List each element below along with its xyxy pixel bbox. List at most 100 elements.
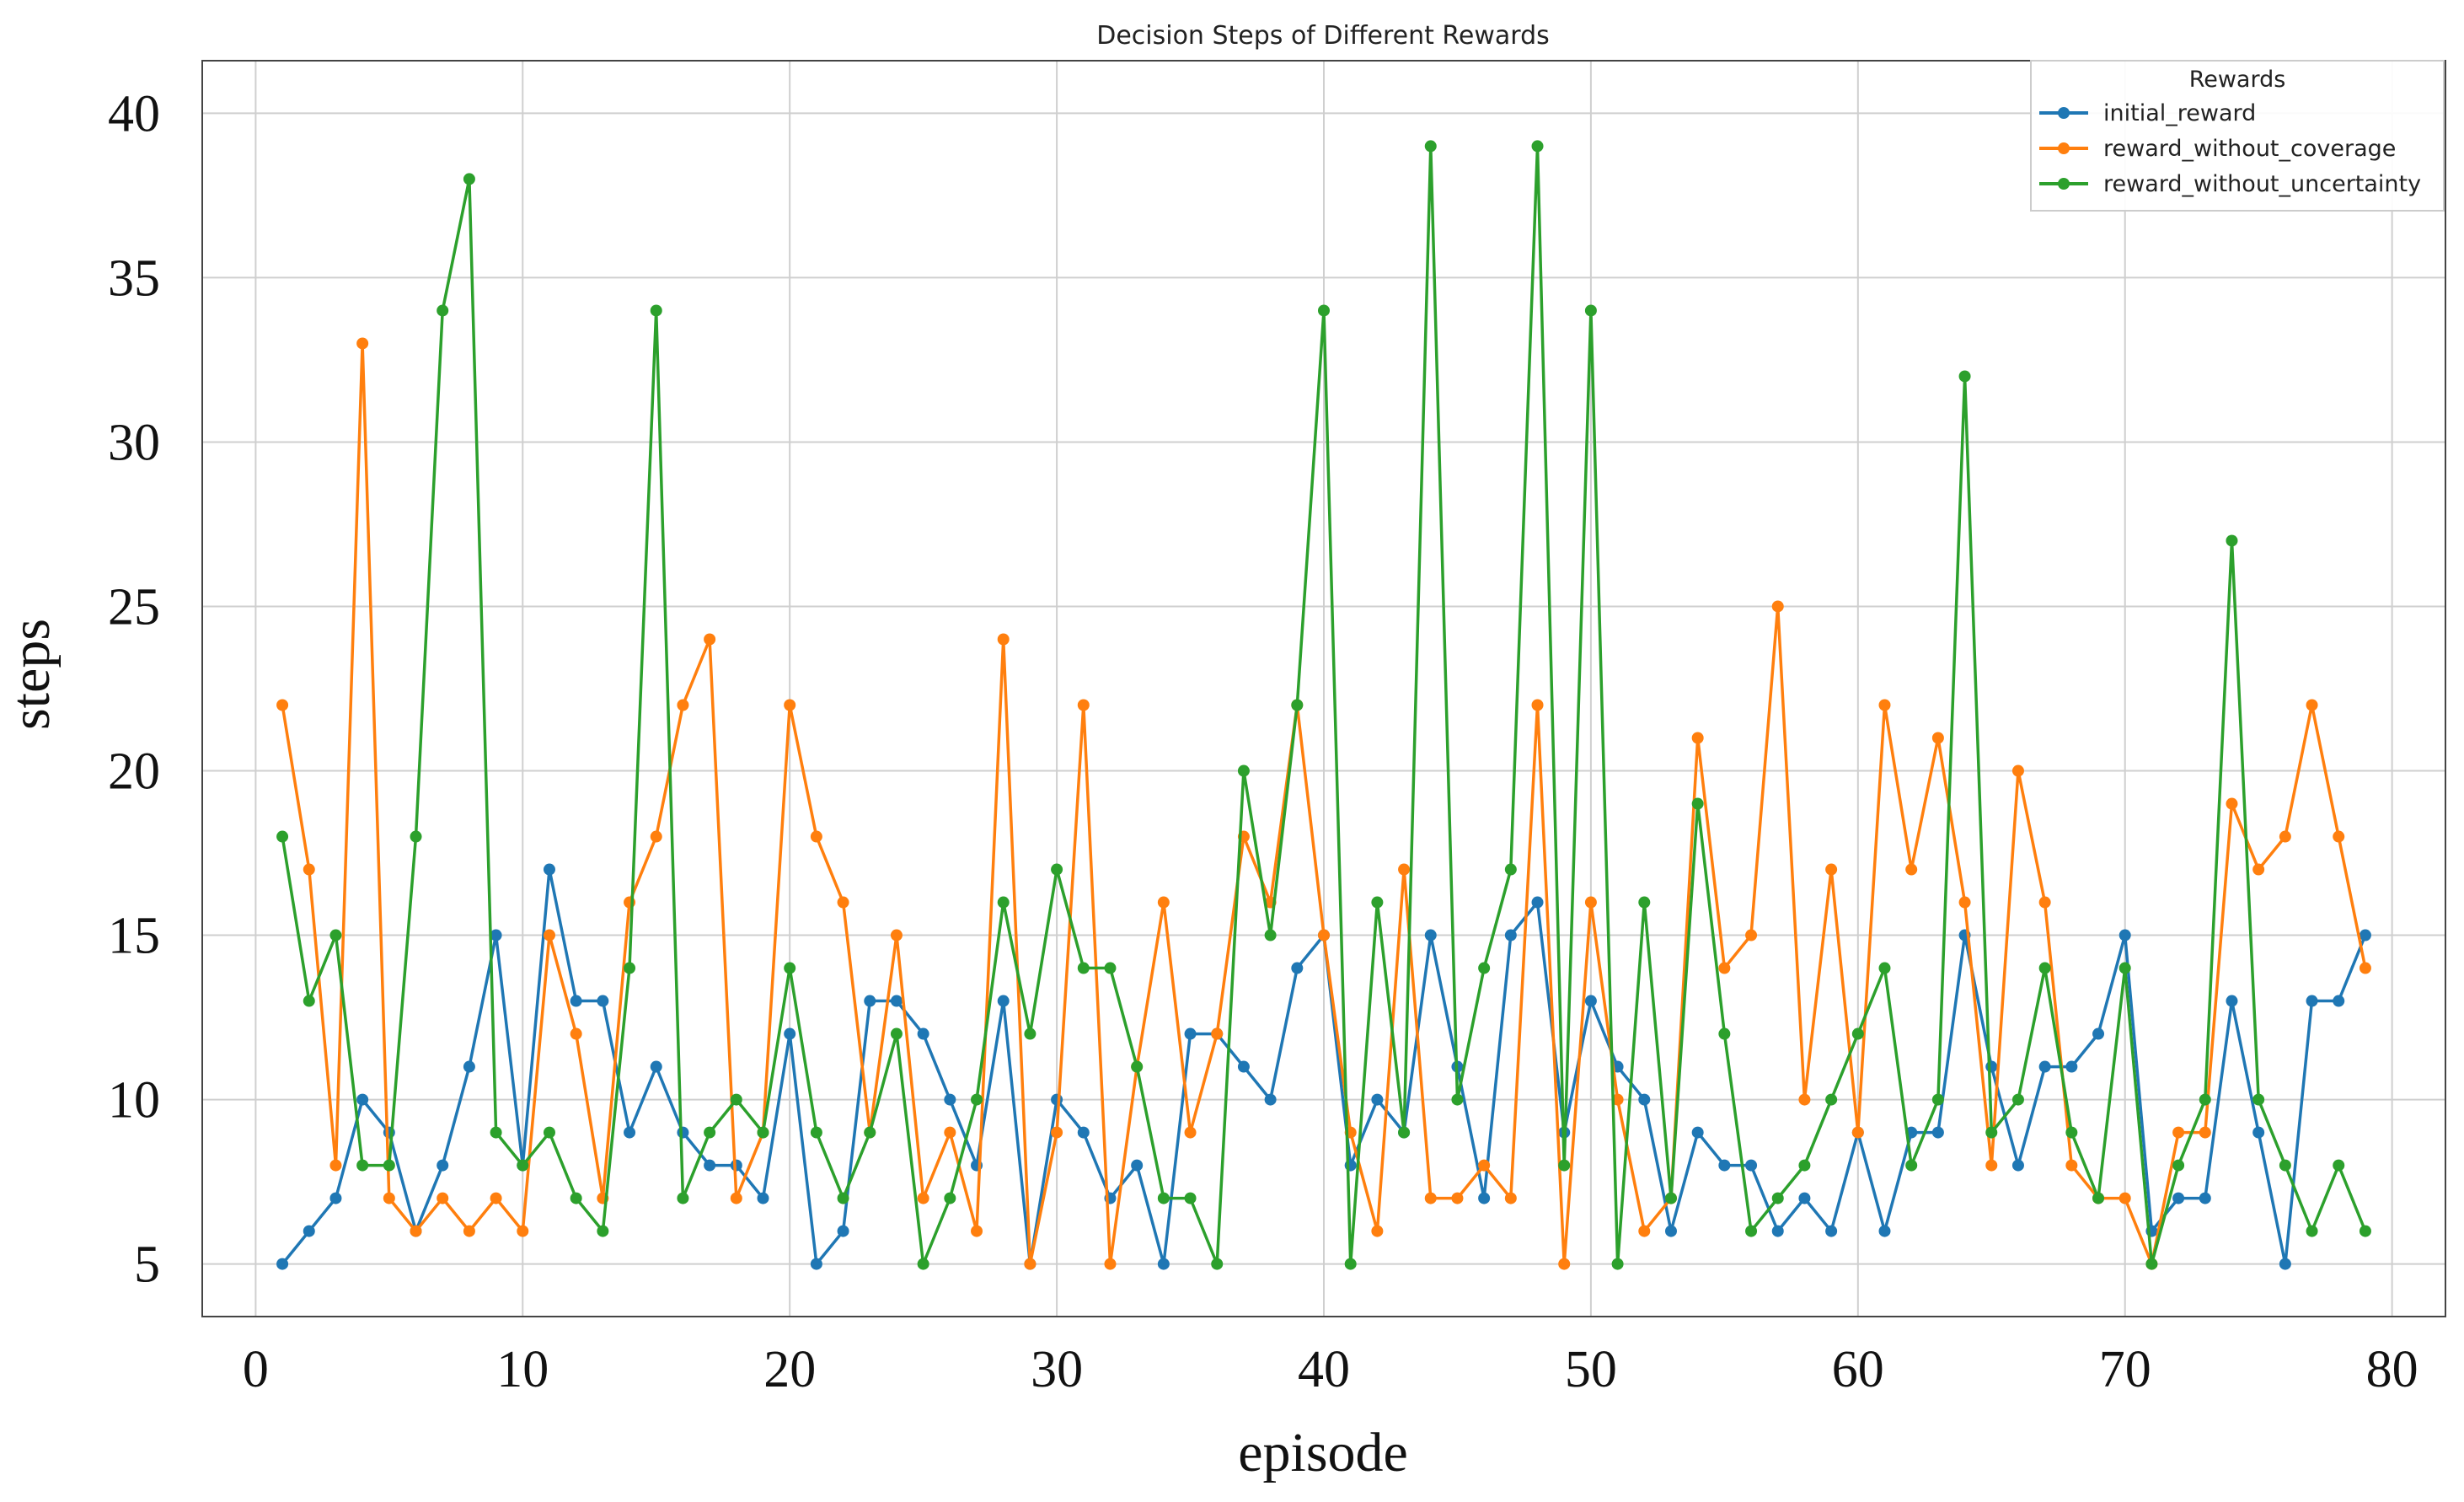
- data-point: [944, 1192, 956, 1204]
- data-point: [1424, 140, 1437, 153]
- data-point: [1371, 1093, 1384, 1106]
- y-tick-label: 40: [108, 85, 160, 142]
- data-point: [276, 699, 289, 711]
- data-point: [1157, 1258, 1170, 1270]
- data-point: [837, 1225, 849, 1237]
- data-point: [2279, 1258, 2291, 1270]
- data-point: [1184, 1027, 1197, 1040]
- legend-swatch-marker: [2058, 142, 2070, 154]
- x-axis-label: episode: [1238, 1422, 1408, 1483]
- data-point: [1771, 600, 1784, 613]
- x-tick-label: 50: [1565, 1341, 1617, 1398]
- data-point: [2119, 929, 2131, 941]
- data-point: [410, 830, 422, 843]
- data-point: [1718, 1027, 1731, 1040]
- data-point: [1531, 699, 1544, 711]
- data-point: [1104, 962, 1117, 974]
- data-point: [1691, 732, 1704, 744]
- data-point: [1504, 863, 1517, 876]
- data-point: [677, 699, 689, 711]
- data-point: [1264, 929, 1277, 941]
- y-tick-label: 5: [134, 1236, 160, 1294]
- data-point: [1077, 699, 1090, 711]
- data-point: [1985, 1159, 1998, 1172]
- data-point: [1077, 1126, 1090, 1139]
- data-point: [1878, 699, 1891, 711]
- data-point: [1771, 1225, 1784, 1237]
- data-point: [810, 1126, 822, 1139]
- data-point: [1291, 699, 1304, 711]
- legend-items: initial_reward reward_without_coveragerew…: [2039, 100, 2421, 197]
- data-point: [1024, 1258, 1036, 1270]
- data-point: [1051, 863, 1063, 876]
- data-point: [1371, 1225, 1384, 1237]
- data-point: [1237, 1060, 1250, 1073]
- data-point: [2172, 1126, 2185, 1139]
- legend-item: reward_without_coverage: [2039, 136, 2396, 162]
- data-point: [1211, 1027, 1224, 1040]
- y-tick-label: 30: [108, 414, 160, 471]
- data-point: [437, 304, 449, 317]
- data-point: [1958, 896, 1971, 909]
- data-point: [2119, 1192, 2131, 1204]
- data-point: [1024, 1027, 1036, 1040]
- data-point: [2333, 830, 2345, 843]
- data-point: [1878, 1225, 1891, 1237]
- data-point: [1745, 1159, 1758, 1172]
- legend-item: initial_reward: [2039, 100, 2256, 126]
- data-point: [650, 830, 662, 843]
- data-point: [784, 962, 796, 974]
- data-point: [1664, 1225, 1677, 1237]
- data-point: [1184, 1192, 1197, 1204]
- data-point: [356, 337, 369, 350]
- data-point: [2226, 797, 2238, 810]
- data-point: [1531, 140, 1544, 153]
- legend-label: reward_without_coverage: [2103, 136, 2396, 162]
- data-point: [2119, 962, 2131, 974]
- data-point: [1398, 1126, 1411, 1139]
- data-point: [1691, 1126, 1704, 1139]
- data-point: [2038, 962, 2051, 974]
- data-point: [624, 1126, 636, 1139]
- data-point: [677, 1192, 689, 1204]
- data-point: [2145, 1258, 2158, 1270]
- data-point: [1157, 1192, 1170, 1204]
- data-point: [864, 995, 876, 1007]
- data-point: [1157, 896, 1170, 909]
- data-point: [624, 962, 636, 974]
- data-point: [1958, 370, 1971, 383]
- data-point: [837, 1192, 849, 1204]
- data-point: [1424, 1192, 1437, 1204]
- data-point: [1531, 896, 1544, 909]
- data-point: [1478, 1159, 1491, 1172]
- data-point: [490, 1192, 502, 1204]
- data-point: [2306, 699, 2318, 711]
- series-reward_without_uncertainty: [276, 140, 2371, 1270]
- data-point: [437, 1159, 449, 1172]
- data-point: [1584, 304, 1597, 317]
- data-point: [730, 1093, 742, 1106]
- data-point: [1451, 1093, 1464, 1106]
- data-point: [1771, 1192, 1784, 1204]
- data-point: [1851, 1027, 1864, 1040]
- data-point: [1318, 929, 1330, 941]
- data-point: [704, 633, 716, 646]
- x-tick-label: 80: [2366, 1341, 2418, 1398]
- data-point: [730, 1192, 742, 1204]
- data-point: [303, 1225, 315, 1237]
- data-point: [2306, 1225, 2318, 1237]
- data-point: [944, 1126, 956, 1139]
- data-point: [1184, 1126, 1197, 1139]
- chart-title: Decision Steps of Different Rewards: [1096, 21, 1550, 51]
- x-tick-label: 20: [763, 1341, 816, 1398]
- data-point: [463, 173, 475, 185]
- data-point: [490, 929, 502, 941]
- data-point: [2252, 863, 2265, 876]
- data-point: [2333, 995, 2345, 1007]
- data-point: [276, 830, 289, 843]
- data-point: [1985, 1060, 1998, 1073]
- data-point: [997, 896, 1010, 909]
- series-layer: [276, 140, 2371, 1270]
- y-tick-label: 15: [108, 908, 160, 965]
